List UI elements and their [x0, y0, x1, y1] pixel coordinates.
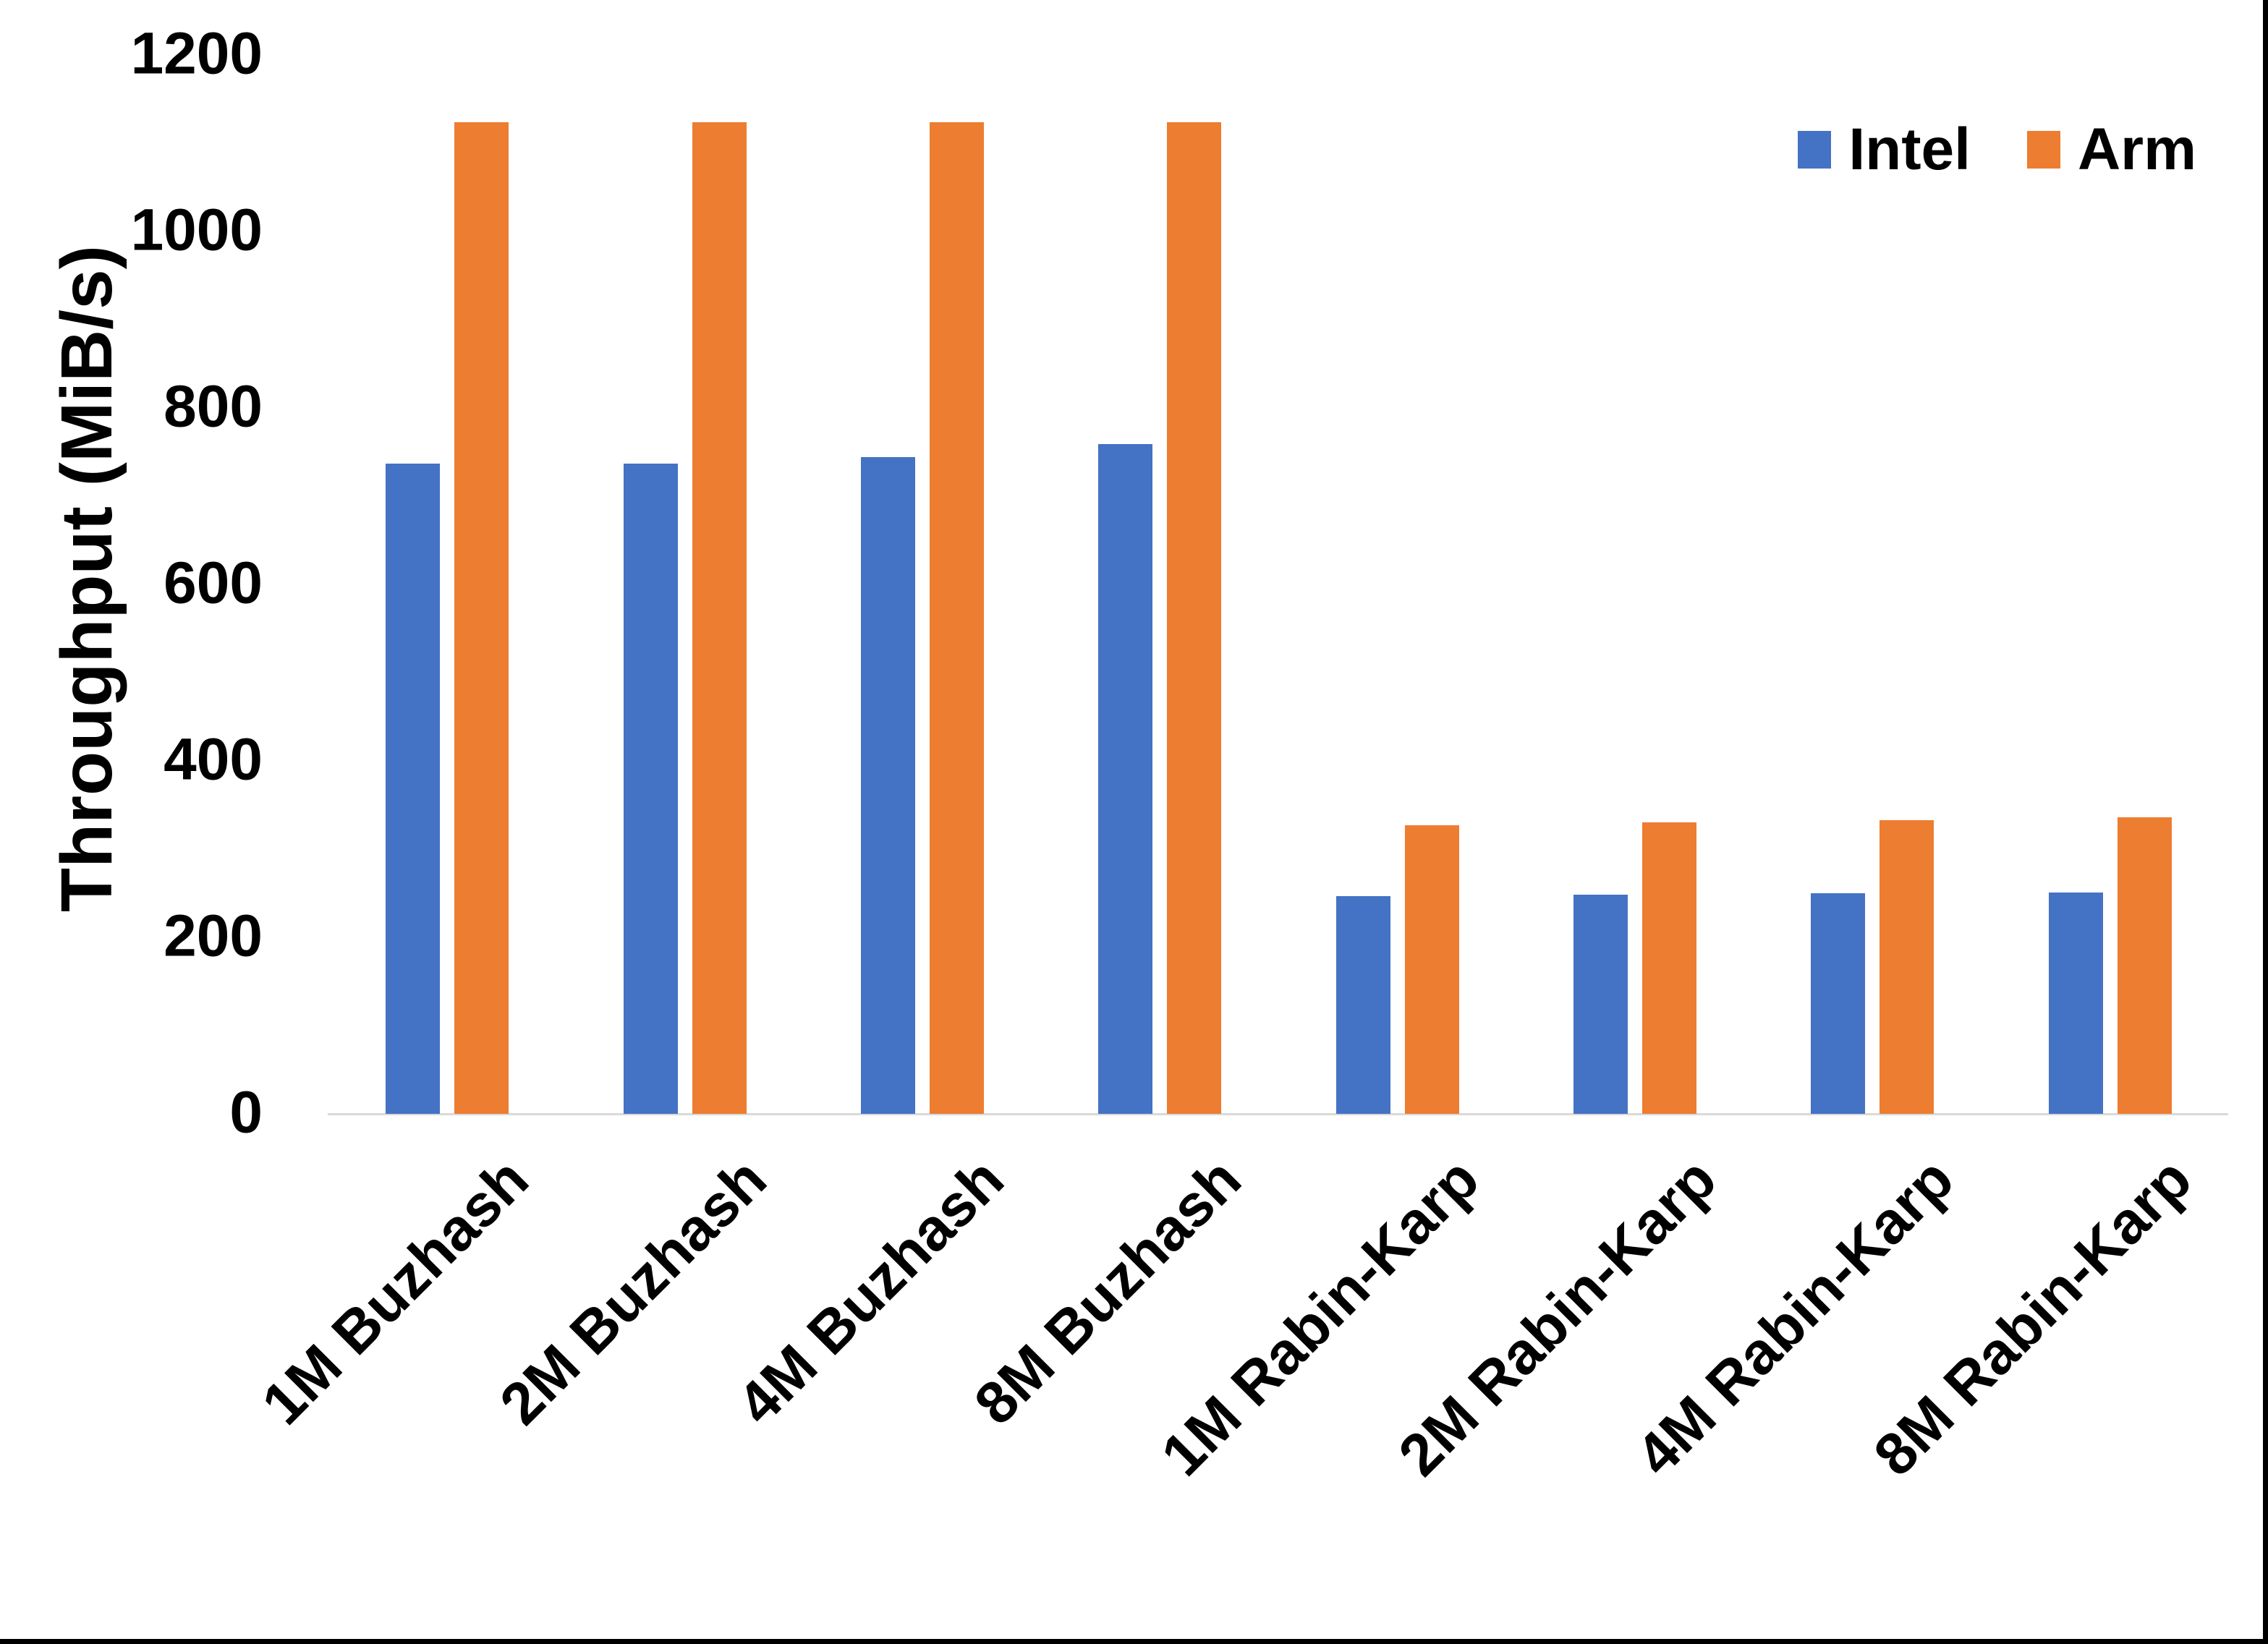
legend-label-intel: Intel [1848, 116, 1971, 182]
y-tick-label-0: 0 [229, 1079, 263, 1146]
y-tick-label-1200: 1200 [130, 20, 263, 87]
window-edge-bottom [0, 1639, 2268, 1644]
bar-intel-2m-buzhash [623, 463, 678, 1114]
bar-intel-4m-buzhash [860, 457, 915, 1114]
bar-arm-8m-buzhash [1167, 122, 1222, 1114]
bar-arm-4m-rabin-karp [1880, 819, 1934, 1114]
bar-intel-8m-buzhash [1098, 444, 1153, 1114]
bar-arm-2m-buzhash [692, 122, 747, 1114]
y-tick-label-600: 600 [163, 550, 263, 616]
bar-arm-1m-rabin-karp [1404, 825, 1459, 1114]
x-axis-line [328, 1113, 2228, 1115]
y-tick-label-1000: 1000 [130, 197, 263, 263]
legend-swatch-intel [1798, 131, 1832, 169]
bar-intel-1m-rabin-karp [1335, 895, 1390, 1114]
bar-arm-1m-buzhash [454, 122, 509, 1114]
bar-intel-4m-rabin-karp [1811, 893, 1866, 1114]
y-tick-label-800: 800 [163, 373, 263, 440]
legend-item-intel: Intel [1798, 120, 1971, 179]
bar-arm-4m-buzhash [929, 122, 984, 1114]
bar-intel-8m-rabin-karp [2048, 892, 2103, 1114]
legend-item-arm: Arm [2026, 116, 2196, 182]
bar-intel-1m-buzhash [386, 463, 441, 1114]
bar-arm-8m-rabin-karp [2117, 817, 2172, 1114]
window-edge-right [2263, 0, 2268, 1644]
legend-swatch-arm [2026, 131, 2060, 169]
y-tick-label-400: 400 [163, 726, 263, 793]
y-tick-label-200: 200 [163, 903, 263, 969]
bar-arm-2m-rabin-karp [1642, 822, 1697, 1114]
legend-label-arm: Arm [2077, 116, 2196, 182]
bar-intel-2m-rabin-karp [1573, 895, 1628, 1114]
legend: Intel Arm [1798, 120, 2196, 179]
